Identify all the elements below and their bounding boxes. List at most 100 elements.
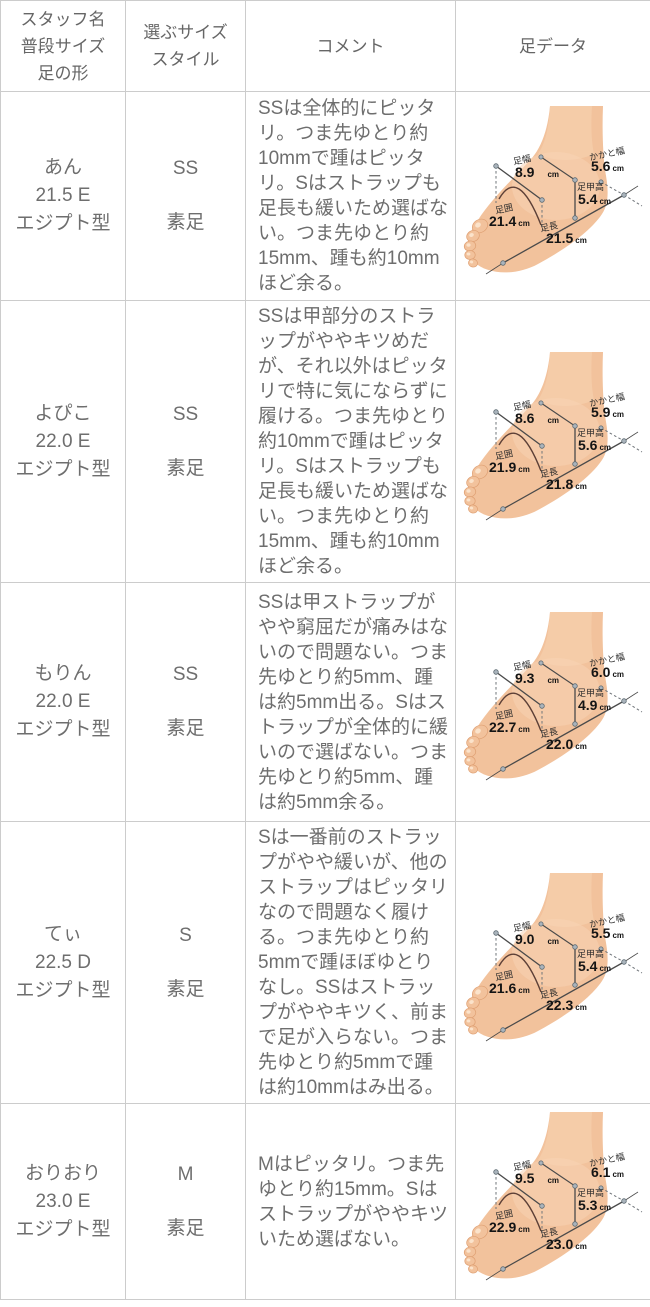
- instep-height-value: 5.3 cm: [578, 1196, 612, 1213]
- unit-cm: cm: [599, 442, 612, 452]
- chosen-size-cell: SS 素足: [125, 300, 246, 583]
- instep-height-value: 4.9 cm: [578, 697, 612, 713]
- instep-height-label: 足甲高: [577, 1187, 605, 1198]
- unit-cm: cm: [547, 936, 560, 946]
- heel-width-value: 6.0 cm: [591, 664, 625, 680]
- header-staff-line: 普段サイズ: [20, 36, 106, 56]
- foot-girth-value: 21.6 cm: [489, 979, 530, 996]
- header-chosen-size-line: 選ぶサイズ: [143, 23, 228, 42]
- foot-width-value: 9.3 cm: [515, 670, 560, 686]
- chosen-size: SS: [172, 664, 199, 685]
- table-row: てぃ 22.5 D エジプト型 S 素足 Sは一番前のストラップがやや緩いが、他…: [0, 821, 650, 1104]
- staff-usual-size: 22.5 D: [35, 951, 91, 973]
- unit-cm: cm: [547, 1175, 560, 1185]
- foot-length-value: 21.8 cm: [546, 475, 587, 492]
- foot-data-cell: 足幅 9.3 cm かかと幅 6.0 cm 足甲高 4.9 cm 足囲 22.7 cm …: [455, 582, 650, 822]
- table-row: おりおり 23.0 E エジプト型 M 素足 Mはピッタリ。つま先ゆとり約15m…: [0, 1103, 650, 1300]
- staff-usual-size: 21.5 E: [35, 185, 91, 206]
- staff-name-cell: てぃ 22.5 D エジプト型: [0, 821, 126, 1104]
- instep-height-value: 5.6 cm: [578, 436, 612, 453]
- unit-cm: cm: [612, 409, 625, 419]
- unit-cm: cm: [612, 670, 625, 679]
- comment-cell: SSは全体的にピッタリ。つま先ゆとり約10mmで踵はピッタリ。Sはストラップも足…: [245, 91, 456, 301]
- foot-data-cell: 足幅 8.9 cm かかと幅 5.6 cm 足甲高 5.4 cm 足囲 21.4 cm …: [455, 91, 650, 301]
- unit-cm: cm: [575, 1002, 587, 1012]
- unit-cm: cm: [599, 963, 612, 973]
- staff-name: もりん: [34, 663, 92, 684]
- chosen-size: SS: [172, 158, 199, 179]
- foot-data-cell: 足幅 9.0 cm かかと幅 5.5 cm 足甲高 5.4 cm 足囲 21.6 cm …: [455, 821, 650, 1104]
- staff-usual-size: 22.0 E: [35, 430, 91, 452]
- foot-length-value: 22.3 cm: [546, 996, 587, 1013]
- comment-cell: Mはピッタリ。つま先ゆとり約15mm。Sはストラップがややキツいため選ばない。: [245, 1103, 456, 1300]
- foot-girth-value: 21.9 cm: [489, 458, 530, 475]
- staff-foot-shape: エジプト型: [15, 458, 111, 480]
- unit-cm: cm: [575, 1241, 587, 1251]
- foot-width-value: 9.5 cm: [515, 1169, 560, 1186]
- unit-cm: cm: [575, 481, 587, 491]
- foot-photo: [458, 352, 648, 532]
- foot-length-value: 23.0 cm: [546, 1235, 587, 1252]
- header-staff: スタッフ名 普段サイズ 足の形: [0, 0, 126, 92]
- foot-girth-value: 22.9 cm: [489, 1218, 530, 1235]
- header-staff-line: スタッフ名: [20, 9, 106, 29]
- staff-name-cell: もりん 22.0 E エジプト型: [0, 582, 126, 822]
- unit-cm: cm: [599, 197, 612, 206]
- staff-name: よぴこ: [34, 402, 92, 424]
- comment-cell: SSは甲ストラップがやや窮屈だが痛みはないので問題ない。つま先ゆとり約5mm、踵…: [245, 582, 456, 822]
- staff-name: おりおり: [24, 1162, 101, 1184]
- header-row: スタッフ名 普段サイズ 足の形 選ぶサイズ スタイル コメント 足データ: [0, 0, 650, 92]
- unit-cm: cm: [612, 164, 625, 173]
- foot-length-value: 22.0 cm: [546, 736, 587, 752]
- instep-height-label: 足甲高: [577, 182, 605, 192]
- heel-width-value: 5.9 cm: [591, 403, 625, 420]
- table-row: あん 21.5 E エジプト型 SS 素足 SSは全体的にピッタリ。つま先ゆとり…: [0, 91, 650, 301]
- foot-measurement-diagram: 足幅 9.5 cm かかと幅 6.1 cm 足甲高 5.3 cm 足囲 22.9 cm …: [458, 1112, 648, 1292]
- unit-cm: cm: [518, 985, 530, 995]
- unit-cm: cm: [547, 676, 560, 685]
- heel-width-value: 5.6 cm: [591, 158, 625, 174]
- staff-foot-shape: エジプト型: [15, 719, 111, 740]
- chosen-style: 素足: [166, 718, 205, 739]
- chosen-size: S: [179, 924, 192, 946]
- foot-photo: [458, 612, 648, 792]
- chosen-size-cell: S 素足: [125, 821, 246, 1104]
- staff-foot-shape: エジプト型: [15, 979, 111, 1001]
- chosen-style: 素足: [166, 978, 205, 1000]
- table-row: もりん 22.0 E エジプト型 SS 素足 SSは甲ストラップがやや窮屈だが痛…: [0, 582, 650, 822]
- header-staff-line: 足の形: [37, 63, 89, 83]
- instep-height-label: 足甲高: [577, 427, 605, 438]
- staff-name-cell: よぴこ 22.0 E エジプト型: [0, 300, 126, 583]
- unit-cm: cm: [518, 219, 530, 228]
- foot-width-value: 8.6 cm: [515, 409, 560, 426]
- foot-girth-value: 22.7 cm: [489, 719, 530, 735]
- foot-photo: [458, 106, 648, 286]
- unit-cm: cm: [547, 415, 560, 425]
- table-row: よぴこ 22.0 E エジプト型 SS 素足 SSは甲部分のストラップがややキツ…: [0, 300, 650, 583]
- chosen-style: 素足: [166, 457, 205, 479]
- staff-usual-size: 22.0 E: [35, 691, 91, 712]
- chosen-size-cell: M 素足: [125, 1103, 246, 1300]
- unit-cm: cm: [518, 464, 530, 474]
- unit-cm: cm: [575, 742, 587, 751]
- staff-foot-shape: エジプト型: [15, 1218, 111, 1240]
- staff-foot-shape: エジプト型: [15, 213, 111, 234]
- foot-data-cell: 足幅 8.6 cm かかと幅 5.9 cm 足甲高 5.6 cm 足囲 21.9 cm …: [455, 300, 650, 583]
- foot-width-value: 9.0 cm: [515, 930, 560, 947]
- chosen-size: M: [177, 1163, 194, 1185]
- instep-height-value: 5.4 cm: [578, 191, 612, 207]
- header-chosen-size: 選ぶサイズ スタイル: [125, 0, 246, 92]
- header-chosen-size-line: スタイル: [151, 50, 220, 69]
- unit-cm: cm: [575, 236, 587, 245]
- unit-cm: cm: [518, 725, 530, 734]
- header-foot-data: 足データ: [455, 0, 650, 92]
- foot-length-value: 21.5 cm: [546, 230, 587, 246]
- foot-photo: [458, 873, 648, 1053]
- comment-cell: SSは甲部分のストラップがややキツめだが、それ以外はピッタリで特に気にならずに履…: [245, 300, 456, 583]
- foot-measurement-diagram: 足幅 9.0 cm かかと幅 5.5 cm 足甲高 5.4 cm 足囲 21.6 cm …: [458, 873, 648, 1053]
- comment-cell: Sは一番前のストラップがやや緩いが、他のストラップはピッタリなので問題なく履ける…: [245, 821, 456, 1104]
- staff-name-cell: あん 21.5 E エジプト型: [0, 91, 126, 301]
- chosen-style: 素足: [166, 1217, 205, 1239]
- header-comment: コメント: [245, 0, 456, 92]
- unit-cm: cm: [518, 1224, 530, 1234]
